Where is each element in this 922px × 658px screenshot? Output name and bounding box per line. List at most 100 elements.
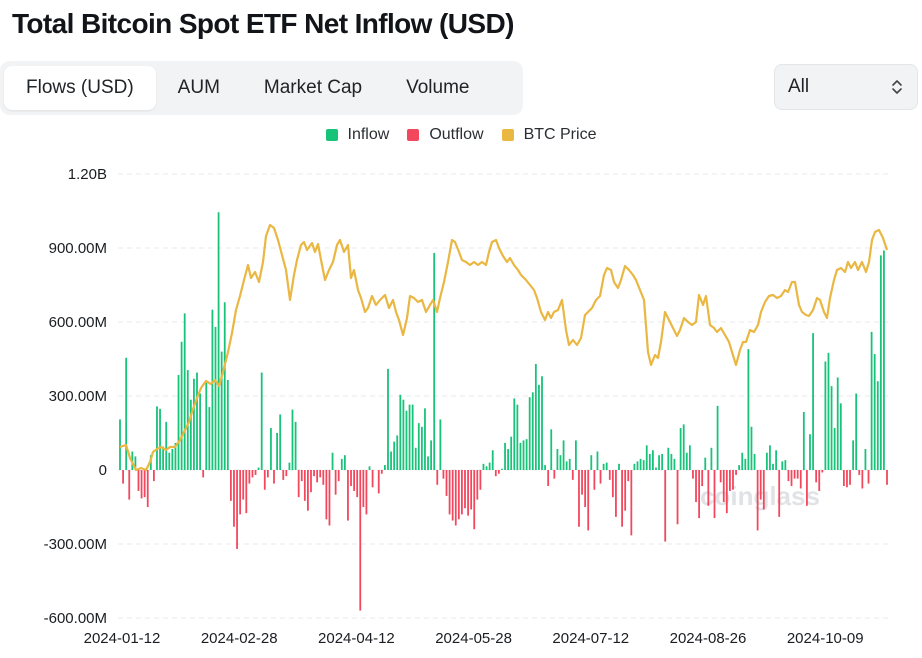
outflow-bar[interactable] (664, 470, 667, 542)
outflow-bar[interactable] (624, 470, 627, 511)
outflow-bar[interactable] (701, 470, 704, 487)
outflow-bar[interactable] (140, 470, 143, 499)
outflow-bar[interactable] (790, 470, 793, 487)
inflow-bar[interactable] (873, 354, 876, 470)
outflow-bar[interactable] (608, 470, 611, 480)
inflow-bar[interactable] (504, 442, 506, 470)
inflow-bar[interactable] (171, 449, 174, 470)
inflow-bar[interactable] (340, 458, 343, 470)
inflow-bar[interactable] (183, 313, 186, 470)
inflow-bar[interactable] (257, 467, 260, 470)
inflow-bar[interactable] (550, 429, 553, 470)
outflow-bar[interactable] (122, 470, 124, 484)
outflow-bar[interactable] (571, 470, 574, 480)
inflow-bar[interactable] (682, 424, 685, 470)
inflow-bar[interactable] (824, 361, 827, 470)
inflow-bar[interactable] (420, 426, 423, 470)
tab-market-cap[interactable]: Market Cap (263, 77, 363, 98)
inflow-bar[interactable] (661, 453, 664, 470)
outflow-bar[interactable] (630, 470, 633, 536)
inflow-bar[interactable] (205, 381, 208, 470)
outflow-bar[interactable] (202, 470, 205, 478)
inflow-bar[interactable] (491, 450, 494, 470)
outflow-bar[interactable] (799, 470, 802, 489)
inflow-bar[interactable] (134, 456, 137, 470)
inflow-bar[interactable] (165, 421, 168, 470)
outflow-bar[interactable] (762, 470, 765, 510)
inflow-bar[interactable] (538, 384, 540, 470)
inflow-bar[interactable] (291, 409, 294, 470)
inflow-bar[interactable] (513, 398, 516, 470)
inflow-bar[interactable] (217, 212, 220, 471)
inflow-bar[interactable] (870, 331, 873, 470)
inflow-bar[interactable] (270, 428, 272, 470)
outflow-bar[interactable] (143, 470, 146, 498)
outflow-bar[interactable] (778, 470, 781, 517)
outflow-bar[interactable] (587, 470, 590, 531)
outflow-bar[interactable] (473, 470, 476, 530)
inflow-bar[interactable] (199, 393, 201, 470)
inflow-bar[interactable] (393, 441, 396, 470)
inflow-bar[interactable] (331, 452, 334, 470)
inflow-bar[interactable] (214, 326, 217, 470)
outflow-bar[interactable] (451, 470, 454, 521)
inflow-bar[interactable] (688, 445, 691, 470)
inflow-bar[interactable] (510, 436, 513, 470)
outflow-bar[interactable] (497, 470, 500, 474)
outflow-bar[interactable] (137, 470, 140, 491)
inflow-bar[interactable] (750, 426, 753, 470)
outflow-bar[interactable] (732, 470, 734, 490)
outflow-bar[interactable] (128, 470, 131, 500)
inflow-bar[interactable] (485, 466, 488, 470)
inflow-bar[interactable] (507, 449, 510, 470)
inflow-bar[interactable] (260, 372, 263, 470)
inflow-bar[interactable] (424, 408, 426, 470)
outflow-bar[interactable] (445, 470, 448, 496)
inflow-bar[interactable] (775, 450, 778, 470)
inflow-bar[interactable] (781, 461, 784, 470)
outflow-bar[interactable] (457, 470, 460, 520)
inflow-bar[interactable] (685, 452, 688, 470)
inflow-bar[interactable] (812, 333, 814, 470)
outflow-bar[interactable] (593, 470, 596, 490)
inflow-bar[interactable] (716, 405, 719, 470)
inflow-bar[interactable] (574, 440, 577, 470)
outflow-bar[interactable] (325, 470, 328, 520)
inflow-bar[interactable] (177, 375, 180, 470)
inflow-bar[interactable] (809, 434, 811, 470)
inflow-bar[interactable] (189, 399, 192, 470)
outflow-bar[interactable] (307, 470, 309, 511)
tab-flows-usd[interactable]: Flows (USD) (4, 66, 156, 110)
inflow-bar[interactable] (753, 453, 756, 470)
inflow-bar[interactable] (738, 465, 741, 470)
inflow-bar[interactable] (180, 341, 183, 470)
inflow-bar[interactable] (852, 440, 855, 470)
range-select[interactable]: All (774, 64, 918, 110)
outflow-bar[interactable] (316, 470, 319, 483)
inflow-bar[interactable] (399, 394, 402, 470)
inflow-bar[interactable] (836, 377, 839, 471)
outflow-bar[interactable] (233, 470, 235, 527)
outflow-bar[interactable] (818, 470, 821, 491)
inflow-bar[interactable] (516, 404, 519, 470)
outflow-bar[interactable] (467, 470, 469, 516)
inflow-bar[interactable] (528, 397, 531, 470)
inflow-bar[interactable] (211, 309, 214, 470)
legend-item-inflow[interactable]: Inflow (325, 126, 389, 144)
outflow-bar[interactable] (285, 470, 288, 477)
inflow-bar[interactable] (156, 406, 158, 470)
outflow-bar[interactable] (756, 470, 759, 531)
outflow-bar[interactable] (796, 470, 799, 479)
inflow-bar[interactable] (747, 349, 750, 470)
inflow-bar[interactable] (648, 453, 651, 470)
outflow-bar[interactable] (759, 470, 762, 500)
outflow-bar[interactable] (578, 470, 580, 527)
inflow-bar[interactable] (482, 463, 485, 470)
outflow-bar[interactable] (248, 470, 251, 484)
outflow-bar[interactable] (707, 470, 710, 506)
inflow-bar[interactable] (784, 460, 787, 470)
inflow-bar[interactable] (830, 386, 833, 470)
inflow-bar[interactable] (744, 458, 747, 470)
outflow-bar[interactable] (300, 470, 303, 482)
inflow-bar[interactable] (541, 376, 543, 470)
